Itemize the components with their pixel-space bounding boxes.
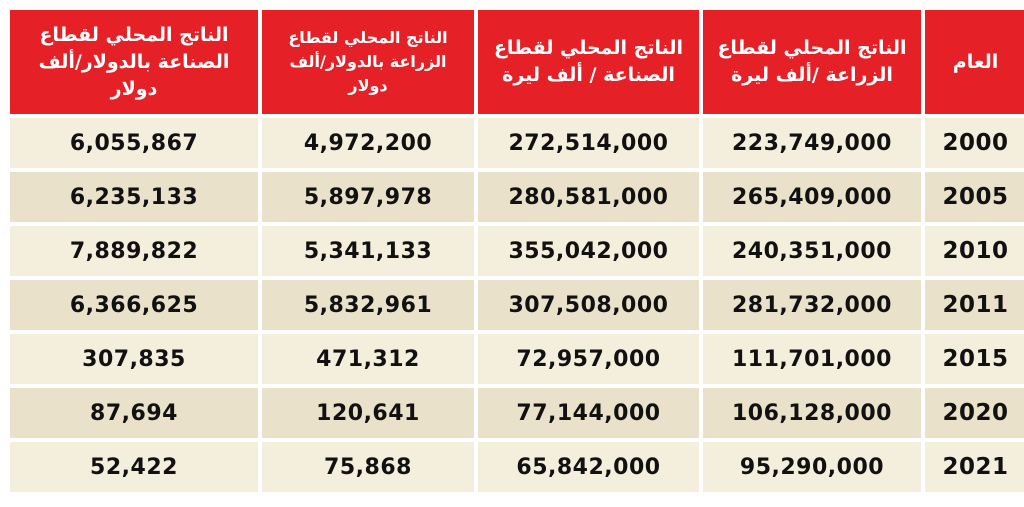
cell-year: 2005 (925, 172, 1024, 222)
cell-agri-lira: 111,701,000 (703, 334, 921, 384)
cell-industry-usd: 6,055,867 (10, 118, 258, 168)
cell-industry-lira: 280,581,000 (478, 172, 699, 222)
header-industry-lira: الناتج المحلي لقطاع الصناعة / ألف ليرة (478, 10, 699, 114)
table-row: 2021 95,290,000 65,842,000 75,868 52,422 (10, 442, 1024, 492)
cell-agri-usd: 5,897,978 (262, 172, 474, 222)
cell-agri-usd: 5,341,133 (262, 226, 474, 276)
gdp-table: العام الناتج المحلي لقطاع الزراعة /ألف ل… (6, 6, 1024, 496)
table-row: 2010 240,351,000 355,042,000 5,341,133 7… (10, 226, 1024, 276)
data-table-container: العام الناتج المحلي لقطاع الزراعة /ألف ل… (6, 6, 1024, 495)
cell-agri-usd: 120,641 (262, 388, 474, 438)
header-agri-lira: الناتج المحلي لقطاع الزراعة /ألف ليرة (703, 10, 921, 114)
cell-year: 2015 (925, 334, 1024, 384)
header-year: العام (925, 10, 1024, 114)
cell-year: 2020 (925, 388, 1024, 438)
cell-year: 2021 (925, 442, 1024, 492)
cell-agri-lira: 240,351,000 (703, 226, 921, 276)
cell-agri-lira: 95,290,000 (703, 442, 921, 492)
cell-agri-lira: 106,128,000 (703, 388, 921, 438)
cell-agri-usd: 5,832,961 (262, 280, 474, 330)
cell-agri-lira: 281,732,000 (703, 280, 921, 330)
cell-industry-usd: 6,235,133 (10, 172, 258, 222)
cell-agri-usd: 4,972,200 (262, 118, 474, 168)
cell-industry-lira: 77,144,000 (478, 388, 699, 438)
cell-industry-lira: 72,957,000 (478, 334, 699, 384)
table-row: 2015 111,701,000 72,957,000 471,312 307,… (10, 334, 1024, 384)
table-row: 2011 281,732,000 307,508,000 5,832,961 6… (10, 280, 1024, 330)
cell-industry-usd: 307,835 (10, 334, 258, 384)
cell-industry-lira: 355,042,000 (478, 226, 699, 276)
cell-year: 2011 (925, 280, 1024, 330)
cell-industry-usd: 87,694 (10, 388, 258, 438)
header-industry-usd: الناتج المحلي لقطاع الصناعة بالدولار/ألف… (10, 10, 258, 114)
cell-industry-usd: 52,422 (10, 442, 258, 492)
header-agri-usd: الناتج المحلي لقطاع الزراعة بالدولار/ألف… (262, 10, 474, 114)
header-row: العام الناتج المحلي لقطاع الزراعة /ألف ل… (10, 10, 1024, 114)
cell-agri-lira: 223,749,000 (703, 118, 921, 168)
cell-year: 2000 (925, 118, 1024, 168)
cell-year: 2010 (925, 226, 1024, 276)
cell-industry-lira: 65,842,000 (478, 442, 699, 492)
cell-agri-usd: 75,868 (262, 442, 474, 492)
table-row: 2020 106,128,000 77,144,000 120,641 87,6… (10, 388, 1024, 438)
cell-industry-lira: 272,514,000 (478, 118, 699, 168)
cell-industry-lira: 307,508,000 (478, 280, 699, 330)
cell-industry-usd: 6,366,625 (10, 280, 258, 330)
table-row: 2005 265,409,000 280,581,000 5,897,978 6… (10, 172, 1024, 222)
cell-agri-usd: 471,312 (262, 334, 474, 384)
table-row: 2000 223,749,000 272,514,000 4,972,200 6… (10, 118, 1024, 168)
cell-agri-lira: 265,409,000 (703, 172, 921, 222)
cell-industry-usd: 7,889,822 (10, 226, 258, 276)
